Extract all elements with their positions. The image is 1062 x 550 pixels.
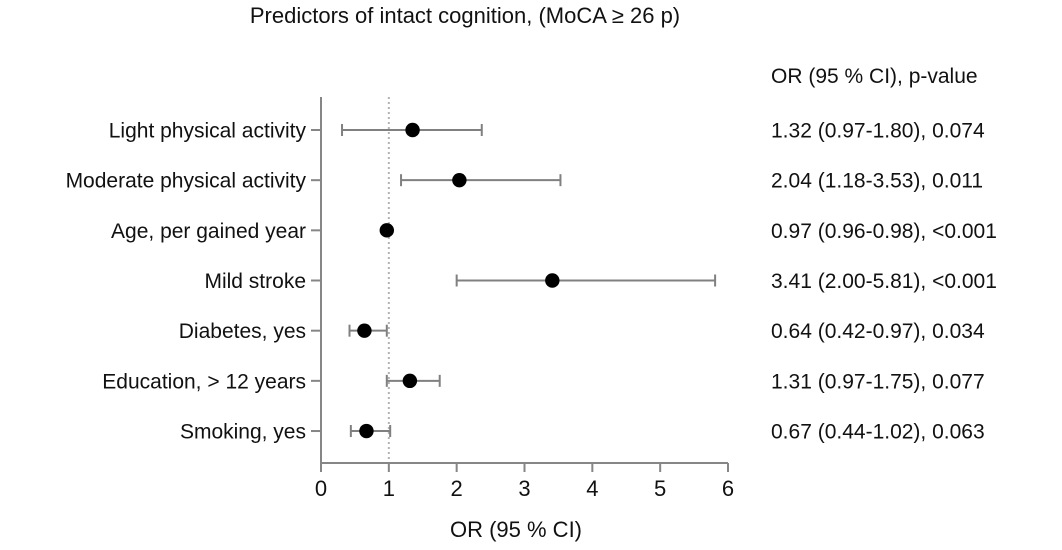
chart-title: Predictors of intact cognition, (MoCA ≥ …	[250, 3, 680, 28]
row-label: Smoking, yes	[180, 421, 306, 444]
x-tick-label: 5	[654, 476, 666, 501]
or-ci-pvalue-text: 0.64 (0.42-0.97), 0.034	[771, 320, 985, 343]
row-label: Moderate physical activity	[66, 170, 307, 193]
right-column-header: OR (95 % CI), p-value	[771, 65, 978, 88]
or-ci-pvalue-text: 1.32 (0.97-1.80), 0.074	[771, 120, 985, 143]
x-tick-label: 3	[518, 476, 530, 501]
point-marker	[357, 323, 372, 338]
x-tick-label: 1	[383, 476, 395, 501]
point-marker	[545, 273, 560, 288]
x-tick-label: 0	[315, 476, 327, 501]
point-marker	[402, 373, 418, 389]
or-ci-pvalue-text: 0.97 (0.96-0.98), <0.001	[771, 220, 997, 243]
point-marker	[405, 122, 420, 138]
row-label: Diabetes, yes	[179, 320, 306, 343]
row-label: Education, > 12 years	[102, 370, 306, 393]
point-marker	[359, 423, 374, 439]
point-marker	[379, 223, 394, 238]
or-ci-pvalue-text: 1.31 (0.97-1.75), 0.077	[771, 370, 985, 393]
x-tick-label: 6	[722, 476, 734, 501]
series-group	[341, 122, 717, 439]
row-label: Age, per gained year	[111, 220, 306, 243]
or-ci-pvalue-text: 0.67 (0.44-1.02), 0.063	[771, 421, 985, 444]
x-tick-label: 4	[586, 476, 598, 501]
x-axis-label: OR (95 % CI)	[450, 517, 582, 542]
point-marker	[452, 172, 467, 188]
or-ci-pvalue-text: 3.41 (2.00-5.81), <0.001	[771, 270, 997, 293]
row-label: Mild stroke	[204, 270, 306, 293]
axes-group	[311, 97, 729, 472]
x-tick-label: 2	[451, 476, 463, 501]
row-label: Light physical activity	[109, 120, 307, 143]
or-ci-pvalue-text: 2.04 (1.18-3.53), 0.011	[771, 170, 983, 193]
labels-group: 0 1 2 3 4 5 6 Light physical activity 1.32 (0.97…	[66, 120, 997, 502]
